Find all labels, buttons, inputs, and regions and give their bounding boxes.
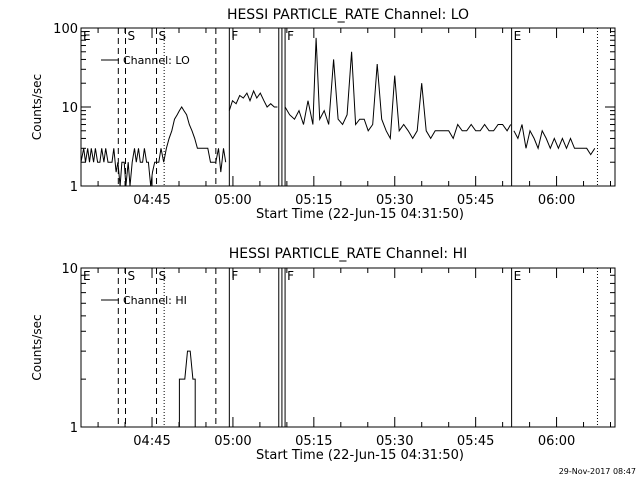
series-line [80,106,227,187]
x-tick-label: 04:45 [133,193,170,208]
x-tick-label: 05:00 [214,434,251,449]
y-tick-label: 10 [61,262,78,277]
y-axis-label: Counts/sec [30,314,44,380]
panel-lo: HESSI PARTICLE_RATE Channel: LO Counts/se… [30,7,616,222]
x-tick-label: 06:00 [538,193,575,208]
event-marker-label: E [514,269,522,283]
series-line [178,350,196,427]
footer-timestamp: 29-Nov-2017 08:47 [558,467,636,476]
x-tick-label: 04:45 [133,434,170,449]
event-marker-label: S [159,269,167,283]
series-line [284,37,512,141]
event-marker-label: F [287,269,294,283]
event-marker-label: S [128,29,136,43]
event-marker-label: E [83,269,91,283]
legend-label: Channel: LO [123,54,190,67]
x-tick-label: 05:30 [376,193,413,208]
plot-frame [80,267,616,428]
x-tick-label: 05:45 [457,193,494,208]
series-line [513,124,596,156]
x-axis-label: Start Time (22-Jun-15 04:31:50) [256,448,464,463]
chart-title: HESSI PARTICLE_RATE Channel: LO [227,7,469,23]
legend-label: Channel: HI [123,294,187,307]
x-tick-label: 05:45 [457,434,494,449]
event-marker-label: F [287,29,294,43]
series-line [228,89,278,111]
y-axis-label: Counts/sec [30,74,44,140]
x-tick-label: 05:15 [295,193,332,208]
y-tick-label: 100 [53,22,78,37]
panel-hi: HESSI PARTICLE_RATE Channel: HI Counts/se… [30,246,616,463]
event-marker-label: F [231,269,238,283]
x-tick-label: 05:30 [376,434,413,449]
event-marker-label: E [514,29,522,43]
x-tick-label: 05:15 [295,434,332,449]
event-marker-label: F [231,29,238,43]
y-tick-label: 1 [70,180,78,195]
chart-title: HESSI PARTICLE_RATE Channel: HI [229,246,467,262]
x-tick-label: 06:00 [538,434,575,449]
x-axis-label: Start Time (22-Jun-15 04:31:50) [256,207,464,222]
y-tick-label: 1 [70,421,78,436]
y-tick-label: 10 [61,101,78,116]
event-marker-label: S [128,269,136,283]
x-tick-label: 05:00 [214,193,251,208]
event-marker-label: E [83,29,91,43]
event-marker-label: S [159,29,167,43]
